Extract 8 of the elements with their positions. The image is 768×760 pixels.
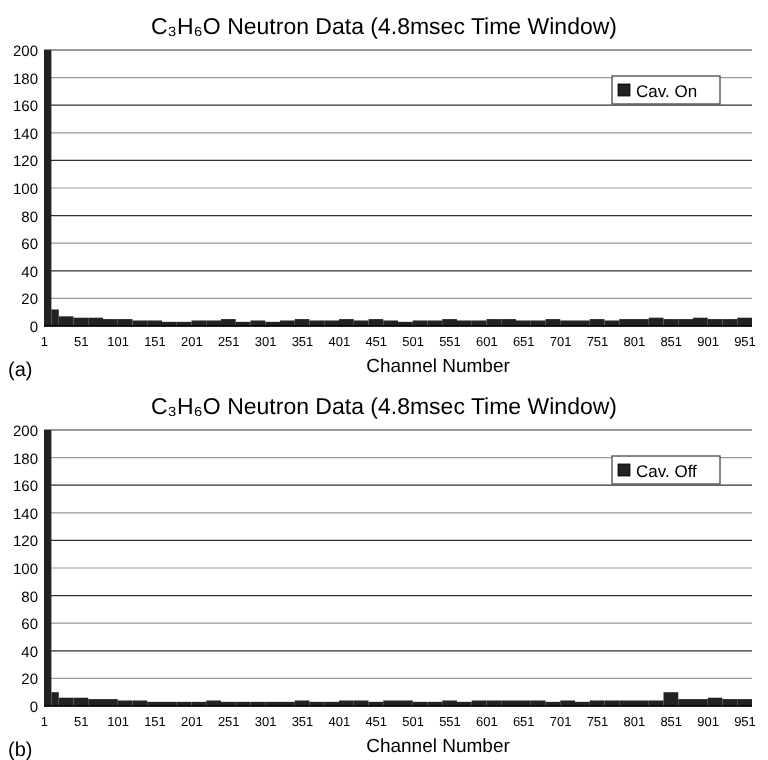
legend-label: Cav. Off [636,461,699,481]
chart-title: C₃H₆O Neutron Data (4.8msec Time Window) [151,16,618,40]
text: (b) [8,740,33,760]
legend-label: Cav. On [636,81,698,101]
chart-title: C₃H₆O Neutron Data (4.8msec Time Window) [151,396,618,420]
x-axis-title: Channel Number [366,736,510,758]
x-axis-title: Channel Number [366,356,510,378]
text: (a) [8,360,33,382]
